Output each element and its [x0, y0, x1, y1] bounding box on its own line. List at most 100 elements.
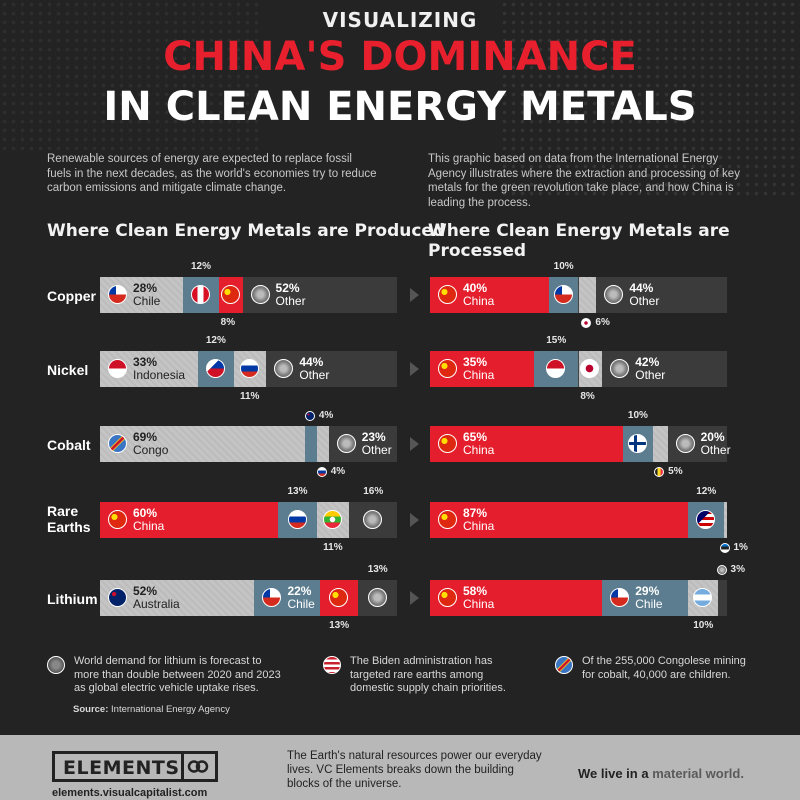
callout-produced-nickel-philippines: 12%	[205, 335, 226, 346]
country-china: China	[463, 519, 495, 533]
share-other: 23%	[361, 430, 386, 444]
section-title-processed: Where Clean Energy Metals are Processed	[428, 221, 730, 261]
dot-pattern-left	[0, 0, 260, 150]
flag-other-icon	[367, 588, 387, 607]
flag-other-icon	[363, 510, 383, 529]
arrow-lithium-icon	[410, 591, 419, 605]
infographic-body: VISUALIZING CHINA'S DOMINANCE IN CLEAN E…	[0, 0, 800, 735]
produced-seg-cobalt-congo	[100, 426, 305, 462]
flag-other-icon	[250, 285, 270, 304]
flag-malaysia-icon	[696, 510, 716, 529]
flag-peru-icon	[190, 285, 210, 304]
country-chile: Chile	[287, 597, 315, 611]
metal-label-copper: Copper	[47, 288, 96, 304]
section-title-produced: Where Clean Energy Metals are Produced	[47, 221, 446, 241]
share-china: 65%	[463, 430, 488, 444]
share-china: 58%	[463, 584, 488, 598]
country-chile: Chile	[133, 294, 161, 308]
processed-seg-rare-earths-estonia	[724, 502, 727, 538]
flag-argentina-icon	[693, 588, 713, 607]
country-other: Other	[629, 294, 660, 308]
country-other: Other	[275, 294, 306, 308]
share-chile: 28%	[133, 281, 158, 295]
processed-bar-copper: 40% China 44% Other	[430, 277, 727, 313]
intro-left: Renewable sources of energy are expected…	[47, 153, 377, 194]
country-other: Other	[700, 443, 731, 457]
processed-seg-lithium-china	[430, 580, 603, 616]
country-congo: Congo	[133, 443, 169, 457]
country-australia: Australia	[133, 597, 180, 611]
callout-processed-rare-earths-malaysia: 12%	[696, 486, 717, 497]
mini-flag-other-icon	[716, 565, 727, 575]
country-indonesia: Indonesia	[133, 368, 186, 382]
share-chile: 29%	[635, 584, 660, 598]
callout-processed-copper-japan: 6%	[595, 317, 610, 328]
logo-text: ELEMENTS	[63, 757, 180, 779]
arrow-copper-icon	[410, 288, 419, 302]
title-line-3: IN CLEAN ENERGY METALS	[103, 84, 697, 130]
elements-logo[interactable]: ELEMENTS	[52, 751, 218, 782]
callout-produced-nickel-russia: 11%	[239, 391, 260, 402]
arrow-cobalt-icon	[410, 437, 419, 451]
flag-indonesia-icon	[546, 359, 566, 378]
country-other: Other	[635, 368, 666, 382]
note-rare-earths: The Biden administration has targeted ra…	[350, 655, 506, 694]
note-cobalt: Of the 255,000 Congolese mining for coba…	[582, 655, 746, 681]
flag-chile-icon	[610, 588, 630, 607]
country-other: Other	[299, 368, 330, 382]
flag-other-icon	[675, 434, 695, 453]
callout-processed-cobalt-finland: 10%	[627, 410, 648, 421]
metal-label-lithium: Lithium	[47, 591, 98, 607]
share-china: 60%	[133, 506, 158, 520]
flag-australia-icon	[108, 588, 127, 607]
share-other: 44%	[299, 355, 324, 369]
mini-flag-japan-icon	[581, 318, 592, 328]
callout-processed-nickel-indonesia: 15%	[546, 335, 567, 346]
intro-right: This graphic based on data from the Inte…	[428, 153, 740, 209]
source-label: Source:	[73, 704, 109, 715]
flag-chile-icon	[108, 285, 127, 304]
processed-bar-lithium: 58% China 29% Chile	[430, 580, 727, 616]
country-china: China	[463, 597, 495, 611]
share-other: 44%	[629, 281, 654, 295]
processed-bar-rare-earths: 87% China	[430, 502, 727, 538]
mini-flag-australia-icon	[304, 411, 315, 421]
flag-japan-icon	[580, 359, 600, 378]
processed-seg-copper-japan	[578, 277, 597, 313]
slogan-part-b: material world.	[652, 766, 744, 781]
callout-processed-lithium-argentina: 10%	[693, 620, 714, 631]
produced-bar-nickel: 33% Indonesia 44% Other	[100, 351, 397, 387]
callout-processed-nickel-japan: 8%	[580, 391, 595, 402]
produced-bar-lithium: 52% Australia 22% Chile	[100, 580, 397, 616]
country-china: China	[463, 368, 495, 382]
flag-china-icon	[438, 359, 457, 378]
site-url[interactable]: elements.visualcapitalist.com	[52, 787, 208, 799]
flag-other-icon	[274, 359, 294, 378]
footer: ELEMENTS elements.visualcapitalist.com T…	[0, 735, 800, 800]
flag-russia-icon	[239, 359, 259, 378]
callout-produced-rare-earths-russia: 13%	[287, 486, 308, 497]
processed-seg-cobalt-belgium	[652, 426, 668, 462]
flag-china-icon	[438, 510, 457, 529]
source-text: International Energy Agency	[111, 704, 230, 715]
mini-flag-russia-icon	[316, 467, 327, 477]
produced-seg-cobalt-australia	[304, 426, 317, 462]
metal-label-rare-earths: Rare Earths	[47, 503, 91, 535]
arrow-rare-earths-icon	[410, 513, 419, 527]
share-china: 35%	[463, 355, 488, 369]
share-china: 87%	[463, 506, 488, 520]
share-indonesia: 33%	[133, 355, 158, 369]
flag-chile-icon	[553, 285, 573, 304]
flag-china-icon	[438, 285, 457, 304]
produced-seg-cobalt-russia	[316, 426, 329, 462]
metal-label-cobalt: Cobalt	[47, 437, 91, 453]
country-china: China	[133, 519, 165, 533]
footer-slogan: We live in a material world.	[578, 766, 744, 781]
callout-produced-cobalt-australia: 4%	[318, 410, 334, 421]
flag-finland-icon	[627, 434, 647, 453]
country-chile: Chile	[635, 597, 663, 611]
processed-bar-cobalt: 65% China 20% Other	[430, 426, 731, 462]
note-lithium: World demand for lithium is forecast to …	[74, 655, 281, 694]
share-china: 40%	[463, 281, 488, 295]
flag-other-icon	[604, 285, 624, 304]
